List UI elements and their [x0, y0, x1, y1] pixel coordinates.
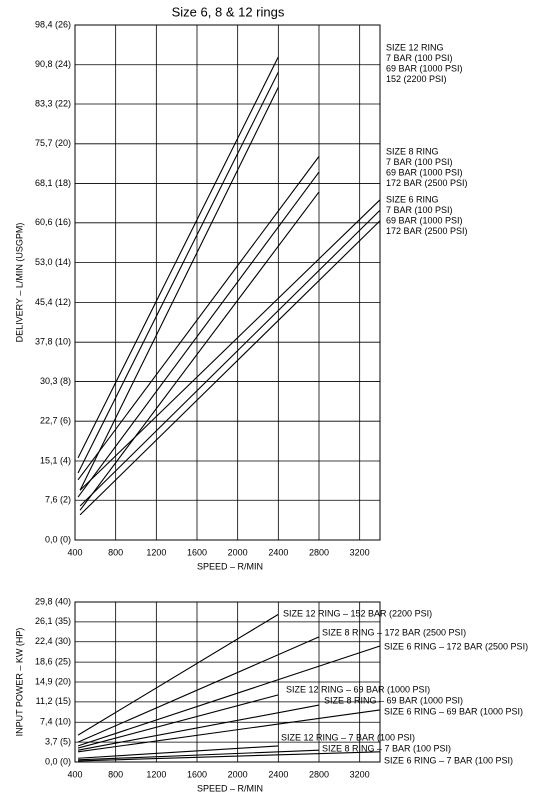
data-line: [79, 220, 381, 516]
y-tick-label: 83,3 (22): [35, 98, 71, 108]
x-tick-label: 400: [67, 769, 82, 779]
annotation: 7 BAR (100 PSI): [386, 205, 453, 215]
y-tick-label: 22,4 (30): [35, 636, 71, 646]
annotation: SIZE 6 RING – 172 BAR (2500 PSI): [384, 641, 528, 651]
x-tick-label: 2400: [268, 547, 288, 557]
annotation: SIZE 8 RING – 7 BAR (100 PSI): [322, 743, 451, 753]
y-axis-label: INPUT POWER – KW (HP): [14, 628, 24, 737]
y-tick-label: 3,7 (5): [45, 737, 71, 747]
data-line: [77, 156, 320, 481]
x-axis-label: SPEED – R/MIN: [197, 561, 263, 571]
y-tick-label: 53,0 (14): [35, 257, 71, 267]
y-tick-label: 0,0 (0): [45, 534, 71, 544]
data-line: [79, 199, 381, 491]
y-tick-label: 18,6 (25): [35, 657, 71, 667]
y-tick-label: 14,9 (20): [35, 676, 71, 686]
data-line: [78, 745, 279, 759]
x-tick-label: 3200: [350, 547, 370, 557]
y-tick-label: 60,6 (16): [35, 217, 71, 227]
y-tick-label: 98,4 (26): [35, 19, 71, 29]
data-line: [77, 694, 279, 749]
data-line: [77, 709, 381, 753]
annotation: 152 (2200 PSI): [386, 74, 447, 84]
data-line: [77, 56, 279, 459]
x-tick-label: 1600: [187, 769, 207, 779]
annotation: SIZE 6 RING – 7 BAR (100 PSI): [384, 755, 513, 765]
data-line: [77, 71, 279, 474]
x-tick-label: 2400: [268, 769, 288, 779]
annotation: SIZE 8 RING – 172 BAR (2500 PSI): [322, 627, 466, 637]
plot-frame: [74, 24, 381, 541]
y-tick-label: 37,8 (10): [35, 337, 71, 347]
x-tick-label: 1200: [146, 769, 166, 779]
y-tick-label: 90,8 (24): [35, 59, 71, 69]
annotation: SIZE 12 RING – 152 BAR (2200 PSI): [283, 608, 432, 618]
chart-title: Size 6, 8 & 12 rings: [172, 4, 285, 19]
y-tick-label: 7,4 (10): [40, 717, 71, 727]
y-axis-label: DELIVERY – L/MIN (USGPM): [14, 223, 24, 343]
x-tick-label: 2800: [309, 547, 329, 557]
annotation: 172 BAR (2500 PSI): [386, 226, 468, 236]
data-line: [77, 636, 320, 743]
annotation: SIZE 12 RING – 69 BAR (1000 PSI): [286, 684, 430, 694]
x-tick-label: 2000: [228, 547, 248, 557]
data-line: [79, 191, 320, 511]
x-tick-label: 2800: [309, 769, 329, 779]
data-line: [77, 613, 279, 736]
y-tick-label: 68,1 (18): [35, 178, 71, 188]
annotation: 172 BAR (2500 PSI): [386, 178, 468, 188]
y-tick-label: 11,2 (15): [36, 696, 71, 706]
x-tick-label: 800: [108, 769, 123, 779]
y-tick-label: 30,3 (8): [40, 376, 71, 386]
y-tick-label: 26,1 (35): [35, 616, 71, 626]
annotation-group: SIZE 8 RING: [386, 146, 439, 156]
x-tick-label: 2000: [228, 769, 248, 779]
x-axis-label: SPEED – R/MIN: [197, 783, 263, 793]
annotation: 69 BAR (1000 PSI): [386, 63, 463, 73]
annotation: SIZE 12 RING – 7 BAR (100 PSI): [281, 732, 415, 742]
y-tick-label: 75,7 (20): [35, 138, 71, 148]
data-line: [79, 87, 279, 491]
x-tick-label: 1600: [187, 547, 207, 557]
data-line: [78, 751, 381, 762]
y-tick-label: 7,6 (2): [45, 495, 71, 505]
data-line: [77, 171, 320, 498]
y-tick-label: 29,8 (40): [35, 596, 71, 606]
y-tick-label: 15,1 (4): [40, 455, 71, 465]
data-line: [78, 749, 320, 761]
annotation-group: SIZE 6 RING: [386, 194, 439, 204]
annotation: 69 BAR (1000 PSI): [386, 215, 463, 225]
x-tick-label: 3200: [350, 769, 370, 779]
annotation: SIZE 6 RING – 69 BAR (1000 PSI): [384, 706, 523, 716]
data-line: [77, 704, 320, 751]
data-line: [79, 209, 381, 507]
annotation-group: SIZE 12 RING: [386, 42, 444, 52]
annotation: SIZE 8 RING – 69 BAR (1000 PSI): [324, 695, 463, 705]
annotation: 69 BAR (1000 PSI): [386, 167, 463, 177]
y-tick-label: 45,4 (12): [35, 297, 71, 307]
y-tick-label: 22,7 (6): [40, 416, 71, 426]
annotation: 7 BAR (100 PSI): [386, 53, 453, 63]
data-line: [77, 645, 381, 747]
annotation: 7 BAR (100 PSI): [386, 157, 453, 167]
y-tick-label: 0,0 (0): [45, 756, 71, 766]
x-tick-label: 400: [67, 547, 82, 557]
x-tick-label: 800: [108, 547, 123, 557]
x-tick-label: 1200: [146, 547, 166, 557]
